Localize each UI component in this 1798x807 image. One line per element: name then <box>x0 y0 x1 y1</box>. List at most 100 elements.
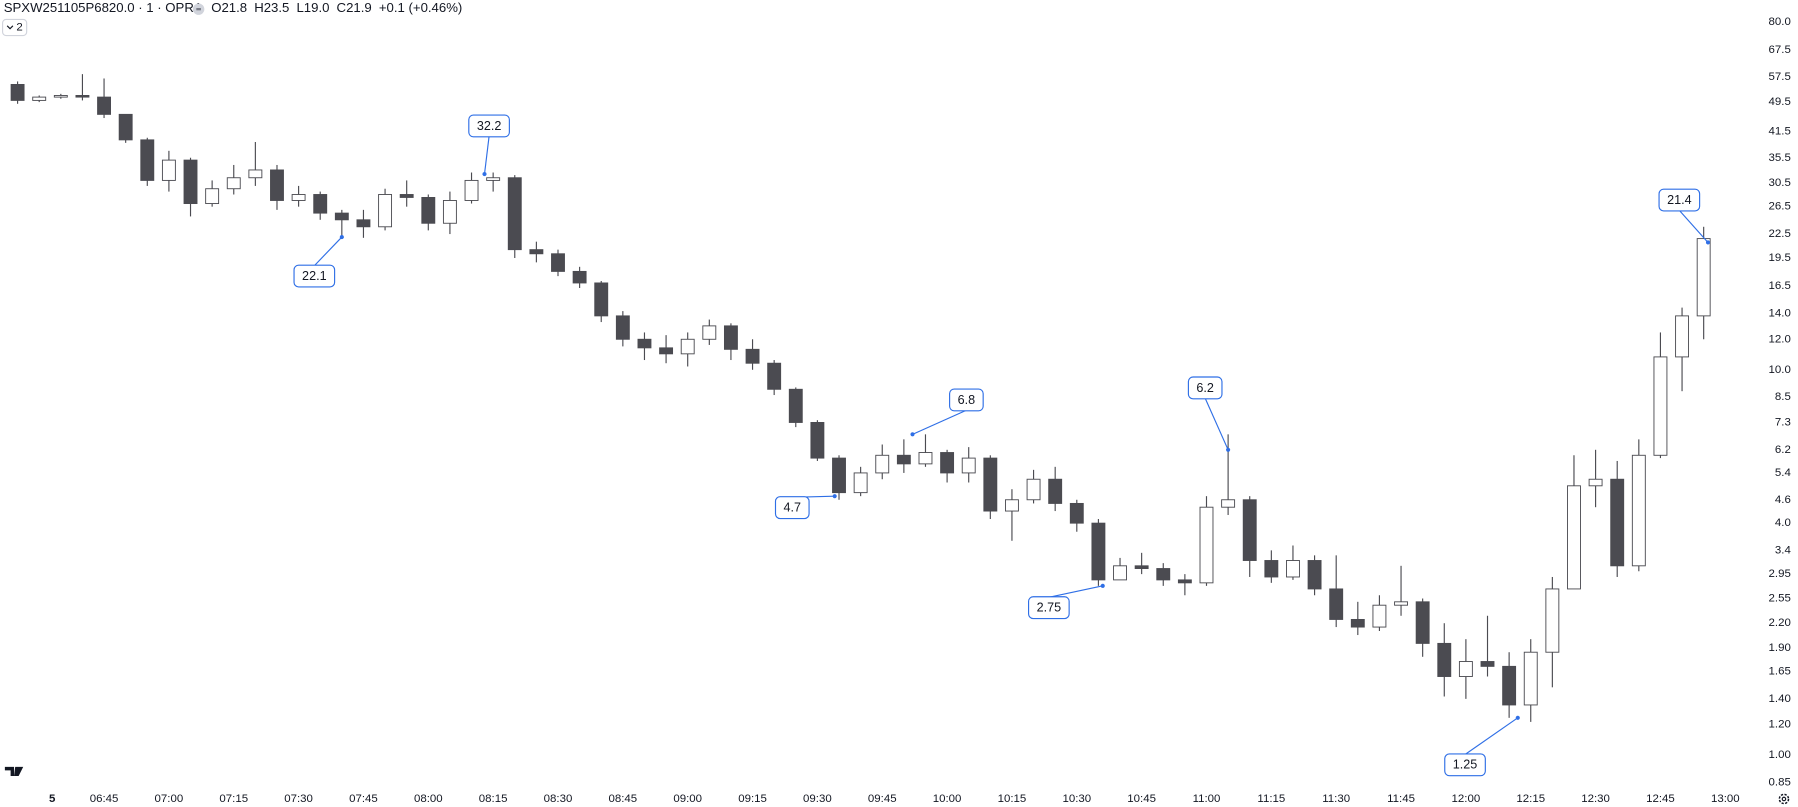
annotation-box <box>1028 596 1070 620</box>
candle <box>1329 555 1344 628</box>
candle-body <box>75 95 90 98</box>
candle-body <box>1221 499 1236 508</box>
ohlc-value: 21.8 <box>221 1 247 16</box>
x-tick-label: 07:15 <box>219 793 248 805</box>
symbol: SPXW251105P6820.0 · 1 · OPRA <box>4 1 203 16</box>
candle-body <box>1502 665 1517 706</box>
collapsed-count: 2 <box>16 22 22 34</box>
y-tick-label: 5.4 <box>1775 467 1792 479</box>
candle <box>875 444 890 480</box>
candle <box>918 434 933 467</box>
y-tick-label: 3.4 <box>1775 544 1792 556</box>
candle <box>832 455 846 500</box>
candle-body <box>378 194 393 228</box>
candle <box>140 137 155 186</box>
candle-body <box>983 457 998 512</box>
x-tick-label: 07:30 <box>284 793 313 805</box>
y-tick-label: 19.5 <box>1769 252 1791 264</box>
x-tick-label: 09:15 <box>738 793 767 805</box>
y-tick-label: 26.5 <box>1769 201 1791 213</box>
candle <box>10 81 25 104</box>
x-tick-label: 11:30 <box>1322 793 1350 805</box>
candle-body <box>464 179 479 201</box>
candle <box>507 175 522 259</box>
x-tick-label: 11:15 <box>1257 793 1285 805</box>
candle-body <box>1545 588 1560 653</box>
candle <box>291 185 306 207</box>
y-tick-label: 1.65 <box>1769 665 1791 677</box>
annotation: 22.1 <box>293 235 344 288</box>
candle <box>1113 557 1127 581</box>
candle <box>1177 574 1192 596</box>
candle-body <box>1523 651 1538 706</box>
candle-body <box>810 422 825 459</box>
y-tick-label: 57.5 <box>1769 71 1791 83</box>
candle <box>659 335 674 364</box>
x-tick-label: 12:30 <box>1581 793 1610 805</box>
candle-body <box>637 338 652 349</box>
annotation-leader <box>1048 585 1103 598</box>
candle <box>399 180 414 207</box>
candle-body <box>832 457 846 494</box>
logo[interactable] <box>4 766 24 777</box>
candle <box>53 93 68 99</box>
candle <box>356 209 371 238</box>
candle-body <box>1048 478 1063 504</box>
x-tick-label: 08:45 <box>609 793 638 805</box>
annotation-label: 4.7 <box>784 501 802 515</box>
candle-body <box>270 169 284 201</box>
candle-body <box>486 177 501 181</box>
candle-body <box>940 452 955 474</box>
candle-body <box>1350 618 1365 628</box>
candle-body <box>702 325 717 340</box>
candle-body <box>334 212 349 221</box>
annotation-label: 21.4 <box>1667 193 1692 207</box>
candle-body <box>875 454 890 474</box>
candle-body <box>572 270 587 284</box>
ohlc-label: C <box>337 1 347 16</box>
candle <box>1264 550 1279 583</box>
candle <box>1069 499 1084 532</box>
candle <box>486 172 501 192</box>
y-tick-label: 12.0 <box>1769 333 1791 345</box>
y-tick-label: 0.85 <box>1769 776 1791 788</box>
candle <box>1675 307 1690 392</box>
candle <box>572 266 587 289</box>
candle-body <box>97 96 111 115</box>
y-tick-label: 2.55 <box>1769 593 1791 605</box>
annotation: 6.2 <box>1187 376 1231 452</box>
candle-body <box>680 338 695 355</box>
x-tick-label: 10:00 <box>933 793 962 805</box>
candle <box>1631 439 1646 572</box>
candle-body <box>356 219 371 228</box>
candle <box>1350 601 1365 636</box>
ohlc-value: 23.5 <box>264 1 290 16</box>
annotation-leader <box>1464 717 1519 755</box>
candle <box>1199 496 1214 586</box>
annotation-label: 32.2 <box>477 119 502 133</box>
candle <box>529 241 544 263</box>
candle <box>161 150 176 192</box>
annotation: 4.7 <box>774 494 837 520</box>
candle-body <box>918 452 933 465</box>
candle-body <box>1437 642 1452 677</box>
candle-body <box>399 194 414 198</box>
x-tick-label: 10:45 <box>1127 793 1156 805</box>
change: +0.1 (+0.46%) <box>379 1 462 16</box>
candle-body <box>205 188 220 205</box>
candle <box>378 188 393 231</box>
candle <box>723 323 738 361</box>
collapse-button[interactable] <box>2 18 28 37</box>
x-tick-label: 10:30 <box>1062 793 1091 805</box>
x-tick-label: 09:45 <box>868 793 897 805</box>
y-tick-label: 1.90 <box>1769 642 1791 654</box>
candle <box>788 387 803 428</box>
candle-body <box>313 194 328 214</box>
annotation-leader <box>1204 397 1229 451</box>
settings-icon[interactable] <box>1778 793 1790 805</box>
candle-body <box>1567 485 1581 590</box>
x-tick-label: 07:45 <box>349 793 378 805</box>
x-tick-label: 08:00 <box>414 793 443 805</box>
y-tick-label: 8.5 <box>1775 391 1791 403</box>
